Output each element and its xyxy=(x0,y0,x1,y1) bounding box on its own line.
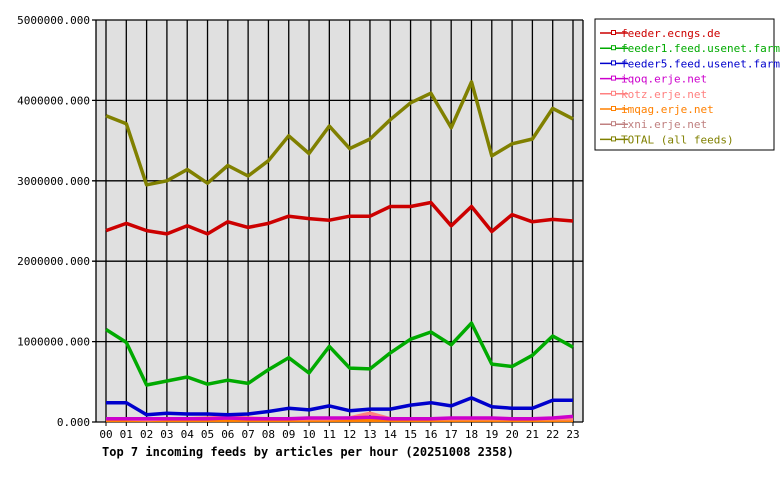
x-tick-label: 11 xyxy=(323,428,336,441)
x-tick-label: 21 xyxy=(526,428,539,441)
x-tick-label: 14 xyxy=(384,428,398,441)
y-tick-label: 0.000 xyxy=(57,416,90,429)
series-line-iqoq-erje-net xyxy=(106,414,574,421)
legend-label: iqoq.erje.net xyxy=(621,73,707,86)
x-tick-label: 08 xyxy=(262,428,275,441)
series-line-feeder-ecngs-de xyxy=(105,200,574,236)
chart-title: Top 7 incoming feeds by articles per hou… xyxy=(102,445,514,459)
series-line-feeder1-feed-usenet-farm xyxy=(105,321,574,387)
x-tick-label: 07 xyxy=(242,428,255,441)
x-tick-label: 02 xyxy=(140,428,153,441)
series-line-total-all-feeds- xyxy=(105,80,574,187)
y-tick-label: 3000000.000 xyxy=(17,175,90,188)
x-tick-label: 13 xyxy=(363,428,376,441)
x-tick-label: 03 xyxy=(160,428,173,441)
plot-area xyxy=(96,20,583,422)
x-tick-label: 19 xyxy=(485,428,498,441)
legend-label: TOTAL (all feeds) xyxy=(621,133,734,146)
x-tick-label: 23 xyxy=(566,428,579,441)
y-tick-label: 5000000.000 xyxy=(17,14,90,27)
y-tick-label: 1000000.000 xyxy=(17,336,90,349)
series-lines xyxy=(105,80,574,423)
x-tick-label: 10 xyxy=(302,428,315,441)
legend-marker-icon xyxy=(611,106,616,111)
x-tick-label: 20 xyxy=(505,428,518,441)
legend-marker-icon xyxy=(611,136,616,142)
x-axis: 00 01 02 03 04 05 06 07 08 09 10 11 12 13 14 15 16 17 18 19… xyxy=(99,422,580,441)
legend-box xyxy=(594,18,775,151)
y-tick-label: 2000000.000 xyxy=(17,255,90,268)
x-tick-label: 01 xyxy=(120,428,133,441)
x-tick-label: 17 xyxy=(445,428,458,441)
x-tick-label: 16 xyxy=(424,428,437,441)
legend-marker-icon xyxy=(611,75,616,81)
legend-marker-icon xyxy=(611,90,616,96)
legend: feeder.ecngs.de feeder1.feed.usenet.farm f… xyxy=(594,18,780,151)
legend-label: feeder.ecngs.de xyxy=(621,27,720,40)
x-tick-label: 15 xyxy=(404,428,417,441)
legend-label: imqag.erje.net xyxy=(621,103,714,116)
legend-marker-icon xyxy=(611,121,616,127)
y-axis: 0.000 1000000.000 2000000.000 3000000.000 40… xyxy=(17,14,584,429)
x-tick-label: 12 xyxy=(343,428,356,441)
x-tick-label: 18 xyxy=(465,428,478,441)
legend-label: ixni.erje.net xyxy=(621,118,707,131)
x-tick-label: 05 xyxy=(201,428,214,441)
legend-marker-icon xyxy=(611,45,616,51)
y-tick-label: 4000000.000 xyxy=(17,94,90,107)
legend-label: feeder1.feed.usenet.farm xyxy=(621,42,780,55)
legend-marker-icon xyxy=(611,60,616,66)
x-tick-label: 00 xyxy=(99,428,112,441)
x-tick-label: 06 xyxy=(221,428,234,441)
series-line-feeder5-feed-usenet-farm xyxy=(106,396,573,417)
legend-marker-icon xyxy=(611,30,616,35)
x-tick-label: 22 xyxy=(546,428,559,441)
x-tick-label: 04 xyxy=(181,428,195,441)
legend-label: feeder5.feed.usenet.farm xyxy=(621,57,780,70)
legend-label: kotz.erje.net xyxy=(621,88,707,101)
x-tick-label: 09 xyxy=(282,428,295,441)
